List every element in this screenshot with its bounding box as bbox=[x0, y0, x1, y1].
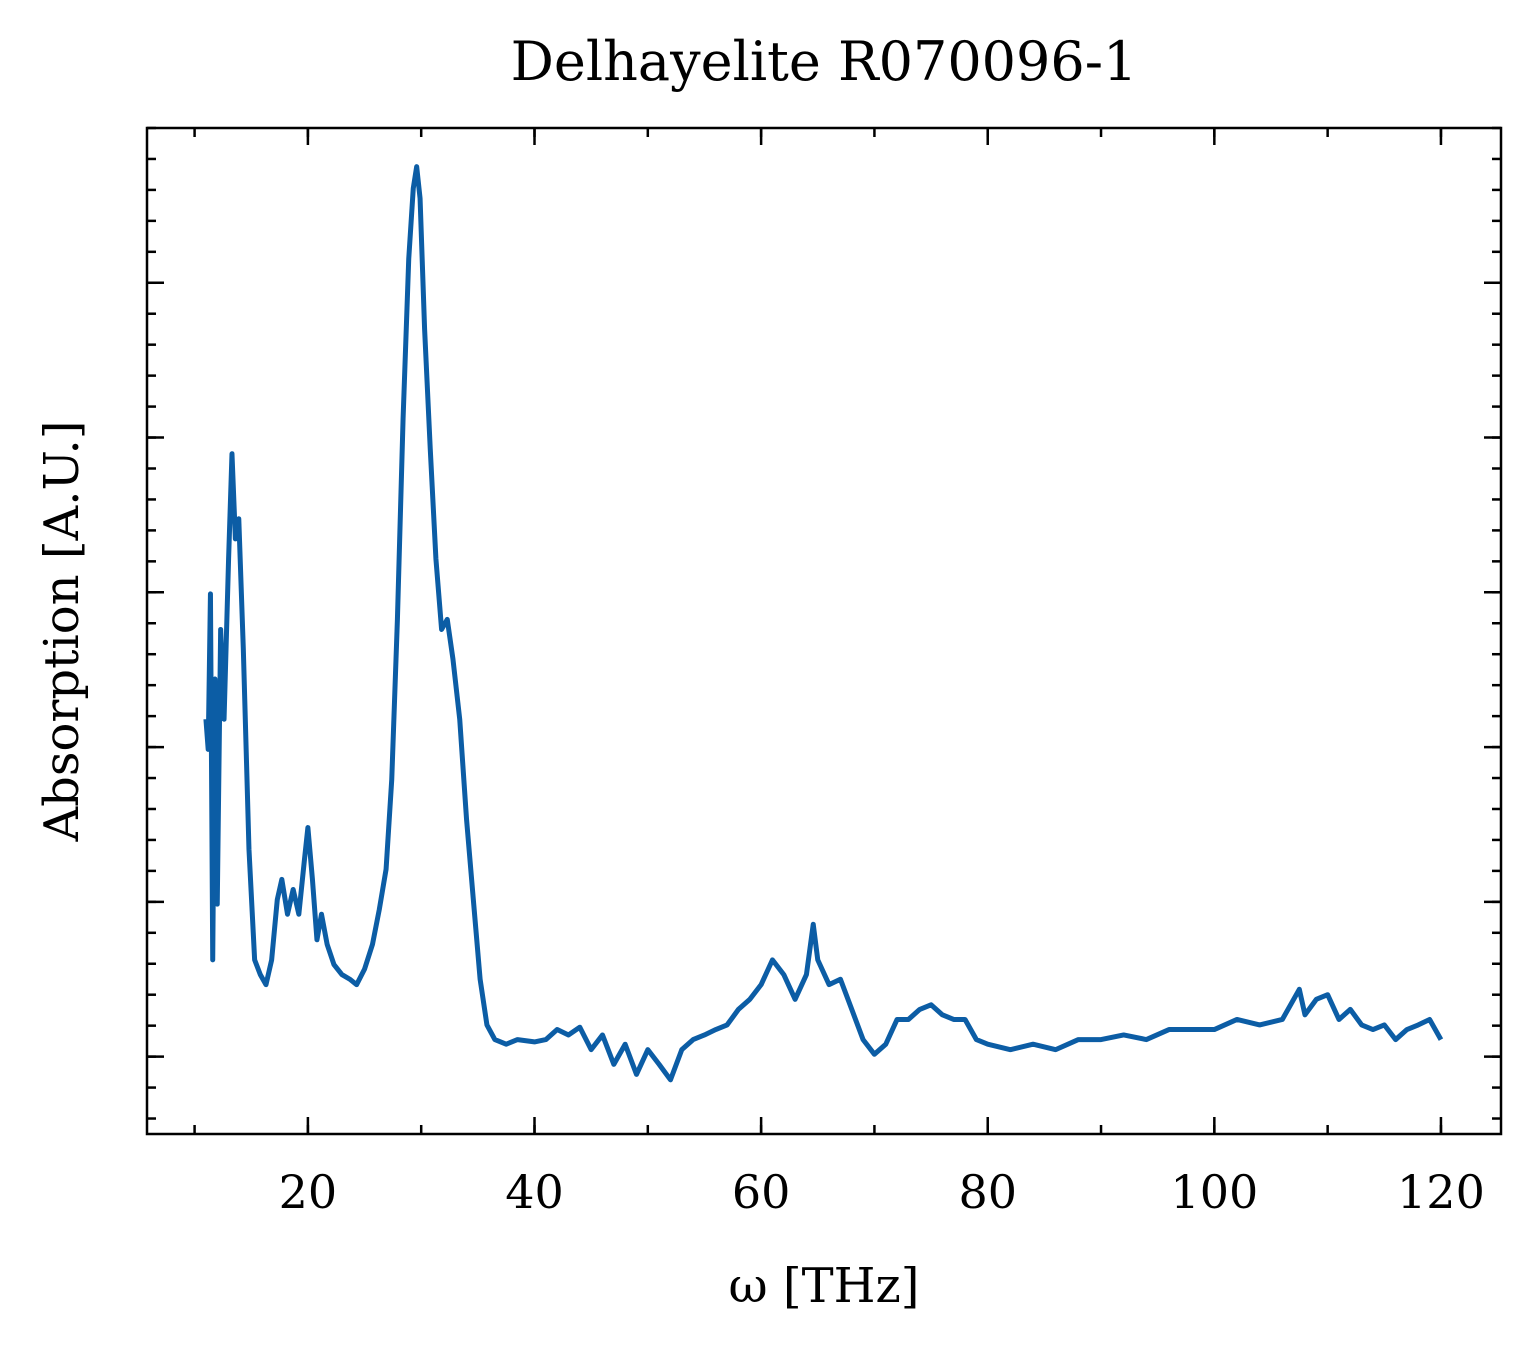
x-tick-label: 40 bbox=[505, 1165, 564, 1219]
plot-frame bbox=[145, 126, 1503, 1136]
y-axis-label: Absorption [A.U.] bbox=[34, 421, 90, 843]
x-tick-label: 120 bbox=[1397, 1165, 1485, 1219]
x-tick-label: 60 bbox=[732, 1165, 791, 1219]
chart-title: Delhayelite R070096-1 bbox=[511, 30, 1138, 93]
data-line bbox=[203, 164, 1444, 1083]
x-tick-label: 100 bbox=[1170, 1165, 1258, 1219]
x-tick-label: 20 bbox=[279, 1165, 338, 1219]
x-axis-label: ω [THz] bbox=[728, 1258, 919, 1314]
x-tick-label: 80 bbox=[958, 1165, 1017, 1219]
